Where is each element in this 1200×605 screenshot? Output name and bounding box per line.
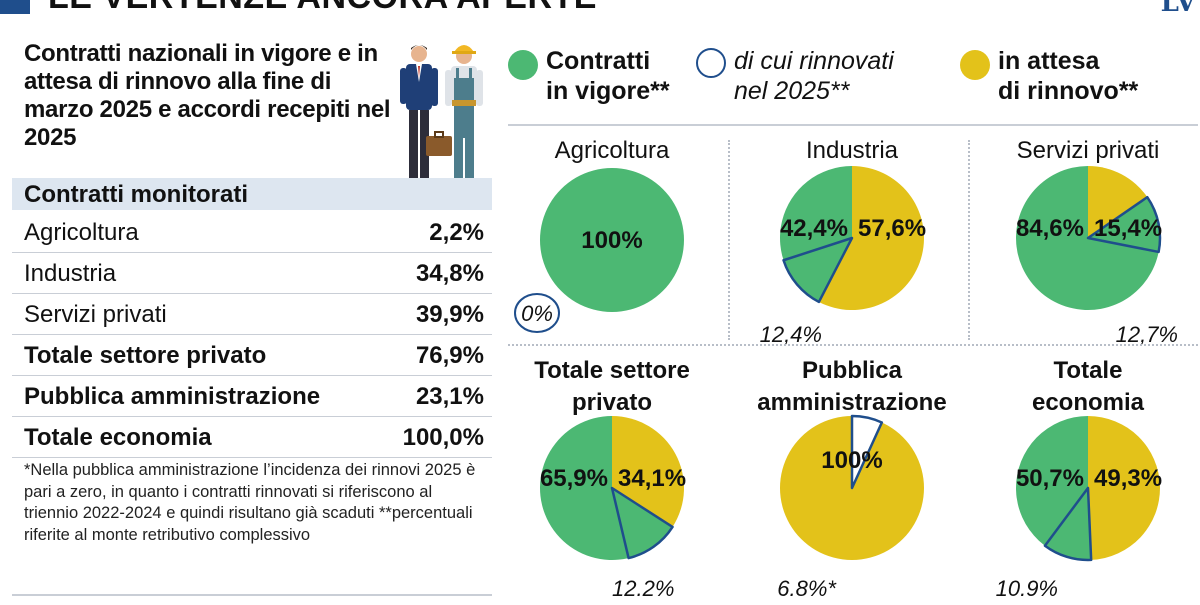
pie-title: Agricoltura: [555, 137, 670, 164]
grid-divider: [728, 140, 730, 340]
table-row: Industria 34,8%: [12, 253, 492, 294]
table-row: Pubblica amministrazione 23,1%: [12, 376, 492, 417]
row-value: 34,8%: [415, 260, 484, 287]
row-value: 100,0%: [402, 424, 484, 451]
pie-slice-in-vigore: [539, 168, 684, 312]
pie-title: Totale: [1054, 357, 1123, 384]
monitored-contracts-title: Contratti monitorati: [24, 181, 248, 208]
pie-label-in-attesa: 100%: [821, 447, 882, 474]
top-title-bar: LE VERTENZE ANCORA APERTE LV: [0, 0, 1200, 18]
table-row: Agricoltura 2,2%: [12, 212, 492, 253]
pie-charts-grid: Agricoltura 100% 0% Industria 42,4% 57,6% 12,4…: [500, 126, 1200, 601]
pie-charts-svg: Agricoltura 100% 0% Industria 42,4% 57,6% 12,4…: [514, 137, 1178, 601]
legend-label-line: nel 2025**: [734, 77, 850, 105]
zero-renewed-badge: [514, 293, 560, 333]
construction-worker-icon: [445, 45, 483, 193]
row-value: 23,1%: [415, 383, 484, 410]
pie-slice-in-attesa: [1088, 166, 1148, 238]
pie-label-in-attesa: 49,3%: [1094, 465, 1162, 492]
workers-illustration: [400, 45, 483, 193]
pie-slice-rinnovati: [782, 236, 854, 304]
pie-label-in-attesa: 15,4%: [1094, 215, 1162, 242]
row-value: 39,9%: [415, 301, 484, 328]
monitored-contracts-header: Contratti monitorati: [12, 178, 492, 210]
row-label: Agricoltura: [24, 219, 139, 246]
pie-slice-in-attesa: [818, 166, 924, 310]
row-label: Pubblica amministrazione: [24, 383, 321, 410]
yellow-dot-icon: [960, 50, 990, 80]
pie-slice-in-vigore: [540, 416, 673, 560]
legend-label: Contratti in vigore**: [546, 46, 670, 106]
monitored-contracts-table: Agricoltura 2,2% Industria 34,8% Servizi…: [12, 212, 492, 458]
pie-slice-rinnovati: [850, 414, 884, 490]
legend-divider: [508, 124, 1198, 126]
pie-slice-rinnovati: [1086, 195, 1162, 254]
page-title: LE VERTENZE ANCORA APERTE: [48, 0, 597, 17]
pie-title: Servizi privati: [1017, 137, 1160, 164]
pie-label-in-vigore: 84,6%: [1016, 215, 1084, 242]
row-value: 76,9%: [415, 342, 484, 369]
pie-label-rinnovati: 6.8%*: [777, 576, 837, 600]
pie-label-rinnovati: 12,4%: [760, 322, 822, 347]
pie-label-in-attesa: 34,1%: [618, 465, 686, 492]
outline-dot-icon: [696, 48, 726, 78]
pie-slice-rinnovati: [1043, 486, 1093, 562]
row-label: Industria: [24, 260, 117, 287]
row-label: Totale settore privato: [24, 342, 267, 369]
pie-title: amministrazione: [757, 389, 946, 416]
pie-label-in-vigore: 50,7%: [1016, 465, 1084, 492]
bottom-divider: [12, 594, 492, 596]
legend-label-line: Contratti: [546, 47, 651, 75]
pie-title: privato: [572, 389, 652, 416]
row-label: Totale economia: [24, 424, 212, 451]
pie-label-rinnovati: 12,7%: [1116, 322, 1178, 347]
pie-label-in-vigore: 100%: [581, 227, 642, 254]
grid-divider: [508, 344, 1198, 346]
pie-title: economia: [1032, 389, 1145, 416]
pie-slice-in-vigore: [779, 166, 852, 302]
pie-title: Totale settore: [534, 357, 690, 384]
chart-subtitle: Contratti nazionali in vigore e in attes…: [24, 40, 391, 151]
legend-label-line: di cui rinnovati: [734, 47, 894, 75]
pie-slice-rinnovati: [610, 486, 674, 560]
legend-label-line: di rinnovo**: [998, 77, 1139, 105]
pie-label-in-vigore: 65,9%: [540, 465, 608, 492]
green-dot-icon: [508, 50, 538, 80]
row-value: 2,2%: [429, 219, 484, 246]
row-label: Servizi privati: [24, 301, 167, 328]
legend-label: in attesa di rinnovo**: [998, 46, 1138, 106]
pie-label-rinnovati: 0%: [521, 301, 553, 326]
pie-title: Industria: [806, 137, 899, 164]
pie-slice-in-attesa: [1088, 416, 1160, 560]
table-row: Totale settore privato 76,9%: [12, 335, 492, 376]
chart-legend: Contratti in vigore** di cui rinnovati n…: [508, 46, 1198, 116]
legend-label: di cui rinnovati nel 2025**: [734, 46, 894, 106]
businessman-icon: [400, 45, 452, 193]
table-row: Totale economia 100,0%: [12, 417, 492, 458]
pie-label-rinnovati: 10.9%: [996, 576, 1058, 600]
legend-label-line: in vigore**: [546, 77, 670, 105]
title-accent-square: [0, 0, 30, 14]
legend-label-line: in attesa: [998, 47, 1100, 75]
brand-logo: LV: [1160, 0, 1196, 18]
footnote: *Nella pubblica amministrazione l’incide…: [24, 461, 476, 544]
grid-divider: [968, 140, 970, 340]
pie-label-in-attesa: 57,6%: [858, 215, 926, 242]
pie-label-in-vigore: 42,4%: [780, 215, 848, 242]
table-row: Servizi privati 39,9%: [12, 294, 492, 335]
pie-title: Pubblica: [802, 357, 903, 384]
pie-label-rinnovati: 12.2%: [612, 576, 674, 600]
pie-slice-in-vigore: [1016, 416, 1092, 560]
